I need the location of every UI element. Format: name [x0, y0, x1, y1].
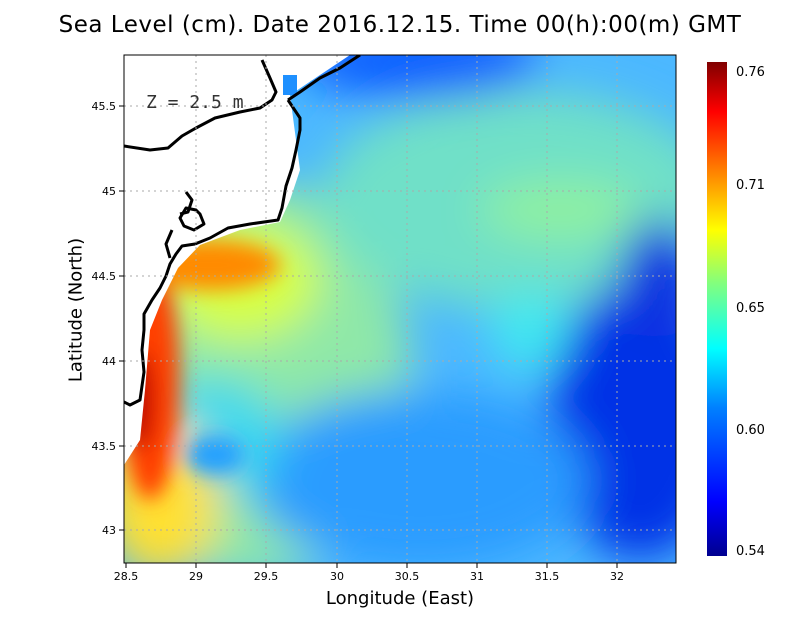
y-tick-label: 43 [102, 524, 116, 537]
colorbar-gradient [707, 62, 727, 556]
grid-lines [124, 55, 676, 563]
colorbar-tick-label: 0.65 [736, 301, 765, 316]
x-tick-label: 31.5 [535, 570, 560, 583]
colorbar: 0.76 0.71 0.65 0.60 0.54 [707, 62, 765, 559]
x-tick-label: 30 [330, 570, 344, 583]
lagoon-patch [283, 75, 297, 95]
x-tick-label: 29 [189, 570, 203, 583]
y-tick-label: 43.5 [92, 440, 117, 453]
y-tick-label: 45 [102, 185, 116, 198]
colorbar-tick-label: 0.60 [736, 423, 765, 438]
sea-level-field [124, 55, 676, 563]
y-tick-label: 44.5 [92, 270, 117, 283]
x-axis-label: Longitude (East) [325, 588, 475, 609]
colorbar-tick-label: 0.71 [736, 178, 765, 193]
x-axis: 28.5 29 29.5 30 30.5 31 31.5 32 [114, 563, 624, 583]
x-tick-label: 29.5 [254, 570, 279, 583]
y-axis: 43 43.5 44 44.5 45 45.5 [92, 100, 124, 537]
y-axis-label: Latitude (North) [65, 237, 87, 383]
x-tick-label: 31 [470, 570, 484, 583]
colorbar-tick-label: 0.76 [736, 65, 765, 80]
plot-frame [123, 54, 677, 564]
colorbar-tick-label: 0.54 [736, 544, 765, 559]
chart-title: Sea Level (cm). Date 2016.12.15. Time 00… [58, 12, 742, 38]
depth-label: Z = 2.5 m [146, 92, 244, 113]
y-tick-label: 45.5 [92, 100, 117, 113]
coastline [124, 55, 361, 407]
x-tick-label: 32 [610, 570, 624, 583]
x-tick-label: 30.5 [395, 570, 420, 583]
x-tick-label: 28.5 [114, 570, 139, 583]
y-tick-label: 44 [102, 355, 116, 368]
